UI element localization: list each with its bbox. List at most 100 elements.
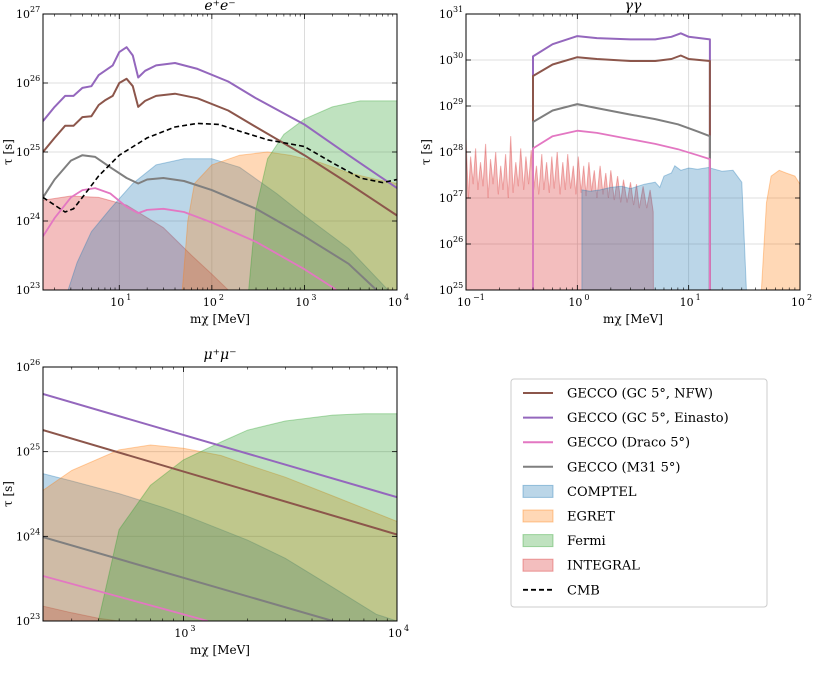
xlabel-ee: mχ [MeV] (190, 312, 250, 326)
y-tick-exponent: 25 (30, 443, 40, 452)
x-tick-exponent: 2 (219, 293, 224, 302)
y-tick-label: 10 24 (16, 527, 40, 543)
y-tick-exponent: 24 (30, 212, 40, 221)
legend-entry-gecco-gc-5-einasto: GECCO (GC 5°, Einasto) (523, 411, 729, 426)
y-tick-exponent: 24 (30, 527, 40, 536)
ylabel-ee: τ [s] (1, 139, 15, 165)
y-tick-exponent: 31 (453, 5, 463, 14)
curves-ee (43, 46, 397, 290)
y-tick-exponent: 28 (453, 143, 463, 152)
xlabel-gamma: mχ [MeV] (603, 312, 663, 326)
grid-ee (43, 14, 397, 290)
legend-label: Fermi (567, 534, 606, 549)
y-tick-base: 10 (16, 530, 30, 543)
y-tick-label: 10 26 (16, 74, 40, 90)
x-tick-exponent: 0 (584, 293, 589, 302)
legend-label: EGRET (567, 510, 615, 525)
y-tick-exponent: 23 (30, 281, 40, 290)
x-tick-label: 10 4 (388, 624, 409, 640)
y-tick-base: 10 (16, 361, 30, 374)
curve-gecco-gc-5-einasto (532, 32, 711, 290)
x-tick-label: 10 4 (388, 293, 409, 309)
y-tick-base: 10 (16, 8, 30, 21)
x-tick-exponent: 3 (311, 293, 316, 302)
legend-swatch (522, 534, 554, 548)
band-comptel (67, 158, 389, 290)
bands-gamma (466, 136, 800, 290)
y-tick-label: 10 27 (439, 189, 463, 205)
x-tick-label: 10 2 (203, 293, 224, 309)
curve-gecco-draco-5 (43, 575, 209, 621)
title-mumu: μ⁺μ⁻ (204, 347, 237, 363)
y-tick-base: 10 (439, 100, 453, 113)
x-tick-exponent: 1 (126, 293, 131, 302)
legend-entry-egret: EGRET (522, 509, 615, 525)
band-fermi (97, 413, 397, 621)
y-tick-label: 10 25 (16, 443, 40, 459)
x-tick-base: 10 (568, 296, 582, 309)
y-tick-label: 10 27 (16, 5, 40, 21)
band-egret (760, 169, 800, 290)
band-integral (43, 605, 120, 621)
x-tick-base: 10 (388, 296, 402, 309)
ylabel-mumu: τ [s] (1, 481, 15, 507)
legend-label: GECCO (GC 5°, Einasto) (567, 411, 729, 426)
x-tick-base: 10 (457, 296, 471, 309)
y-tick-exponent: 29 (453, 97, 463, 106)
legend-entry-gecco-gc-5-nfw: GECCO (GC 5°, NFW) (523, 387, 713, 402)
y-tick-base: 10 (16, 77, 30, 90)
y-tick-label: 10 25 (16, 143, 40, 159)
y-tick-exponent: 27 (30, 5, 40, 14)
plot-frame-mumu (42, 366, 398, 622)
curve-gecco-gc-5-einasto (43, 393, 397, 499)
y-tick-base: 10 (439, 284, 453, 297)
x-tick-label: 10 0 (568, 293, 589, 309)
legend-entry-comptel: COMPTEL (522, 484, 637, 500)
legend: GECCO (GC 5°, NFW) GECCO (GC 5°, Einasto)… (510, 378, 768, 608)
x-tick-base: 10 (791, 296, 805, 309)
y-tick-exponent: 26 (30, 74, 40, 83)
ylabel-gamma: τ [s] (419, 139, 433, 165)
curve-gecco-gc-5-nfw (43, 429, 397, 536)
x-tick-label: 10 3 (174, 624, 195, 640)
x-tick-label: 10 3 (295, 293, 316, 309)
y-tick-label: 10 29 (439, 97, 463, 113)
legend-label: GECCO (Draco 5°) (567, 436, 690, 451)
y-tick-label: 10 28 (439, 143, 463, 159)
curve-gecco-draco-5 (43, 187, 337, 290)
xlabel-mumu: mχ [MeV] (190, 643, 250, 657)
x-tick-exponent: 4 (404, 293, 409, 302)
legend-entry-gecco-draco-5: GECCO (Draco 5°) (523, 436, 690, 451)
x-tick-label: 10 1 (110, 293, 131, 309)
x-tick-base: 10 (680, 296, 694, 309)
band-comptel (581, 165, 747, 290)
x-tick-base: 10 (110, 296, 124, 309)
title-gamma: γγ (625, 0, 642, 14)
y-tick-label: 10 31 (439, 5, 463, 21)
legend-label: COMPTEL (567, 485, 637, 500)
y-tick-label: 10 25 (439, 281, 463, 297)
x-tick-base: 10 (295, 296, 309, 309)
y-tick-base: 10 (16, 215, 30, 228)
curve-gecco-gc-5-nfw (532, 54, 711, 290)
x-tick-exponent: 3 (190, 624, 195, 633)
y-tick-label: 10 26 (16, 358, 40, 374)
x-tick-label: 10 1 (680, 293, 701, 309)
legend-entry-cmb: CMB (523, 583, 600, 598)
legend-label: GECCO (GC 5°, NFW) (567, 387, 713, 402)
y-tick-label: 10 23 (16, 281, 40, 297)
curve-gecco-gc-5-einasto (43, 46, 397, 189)
y-tick-label: 10 26 (439, 235, 463, 251)
x-tick-base: 10 (388, 627, 402, 640)
legend-swatch (522, 558, 554, 572)
y-tick-base: 10 (16, 284, 30, 297)
legend-swatch (522, 509, 554, 523)
band-comptel (43, 473, 397, 621)
x-tick-exponent: 2 (807, 293, 812, 302)
legend-swatch (522, 484, 554, 498)
